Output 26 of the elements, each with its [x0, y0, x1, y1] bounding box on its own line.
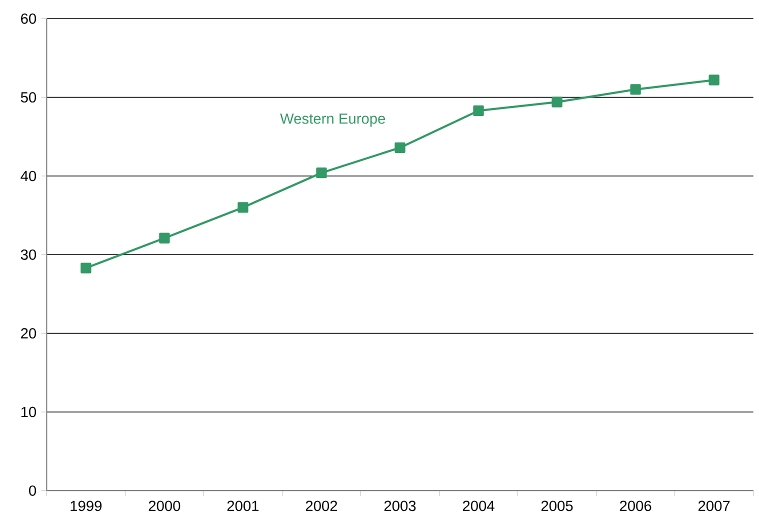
x-tick-label: 2007 [698, 500, 730, 512]
y-tick-label: 40 [20, 170, 36, 182]
point [473, 105, 484, 116]
x-tick-label: 2001 [227, 500, 259, 512]
x-tick-label: 1999 [70, 500, 102, 512]
y-tick-label: 50 [20, 92, 36, 103]
series-label: Western Europe [280, 114, 386, 127]
point [238, 202, 248, 213]
y-tick-label: 10 [21, 406, 36, 418]
x-tick-label: 2003 [384, 500, 416, 512]
y-tick-label: 30 [20, 249, 36, 260]
point [159, 232, 170, 244]
x-tick-label: 2002 [306, 500, 338, 512]
point [708, 74, 720, 86]
point [394, 142, 406, 154]
y-tick-label: 0 [29, 485, 36, 496]
x-tick-label: 2005 [541, 500, 573, 512]
point [80, 262, 92, 274]
point [316, 168, 327, 178]
x-tick-label: 2004 [462, 500, 494, 512]
x-tick-label: 2006 [620, 500, 652, 512]
y-tick-label: 20 [21, 328, 36, 339]
x-tick-label: 2000 [148, 500, 180, 512]
point [552, 96, 562, 108]
point [630, 84, 641, 95]
y-tick-label: 60 [21, 13, 36, 24]
